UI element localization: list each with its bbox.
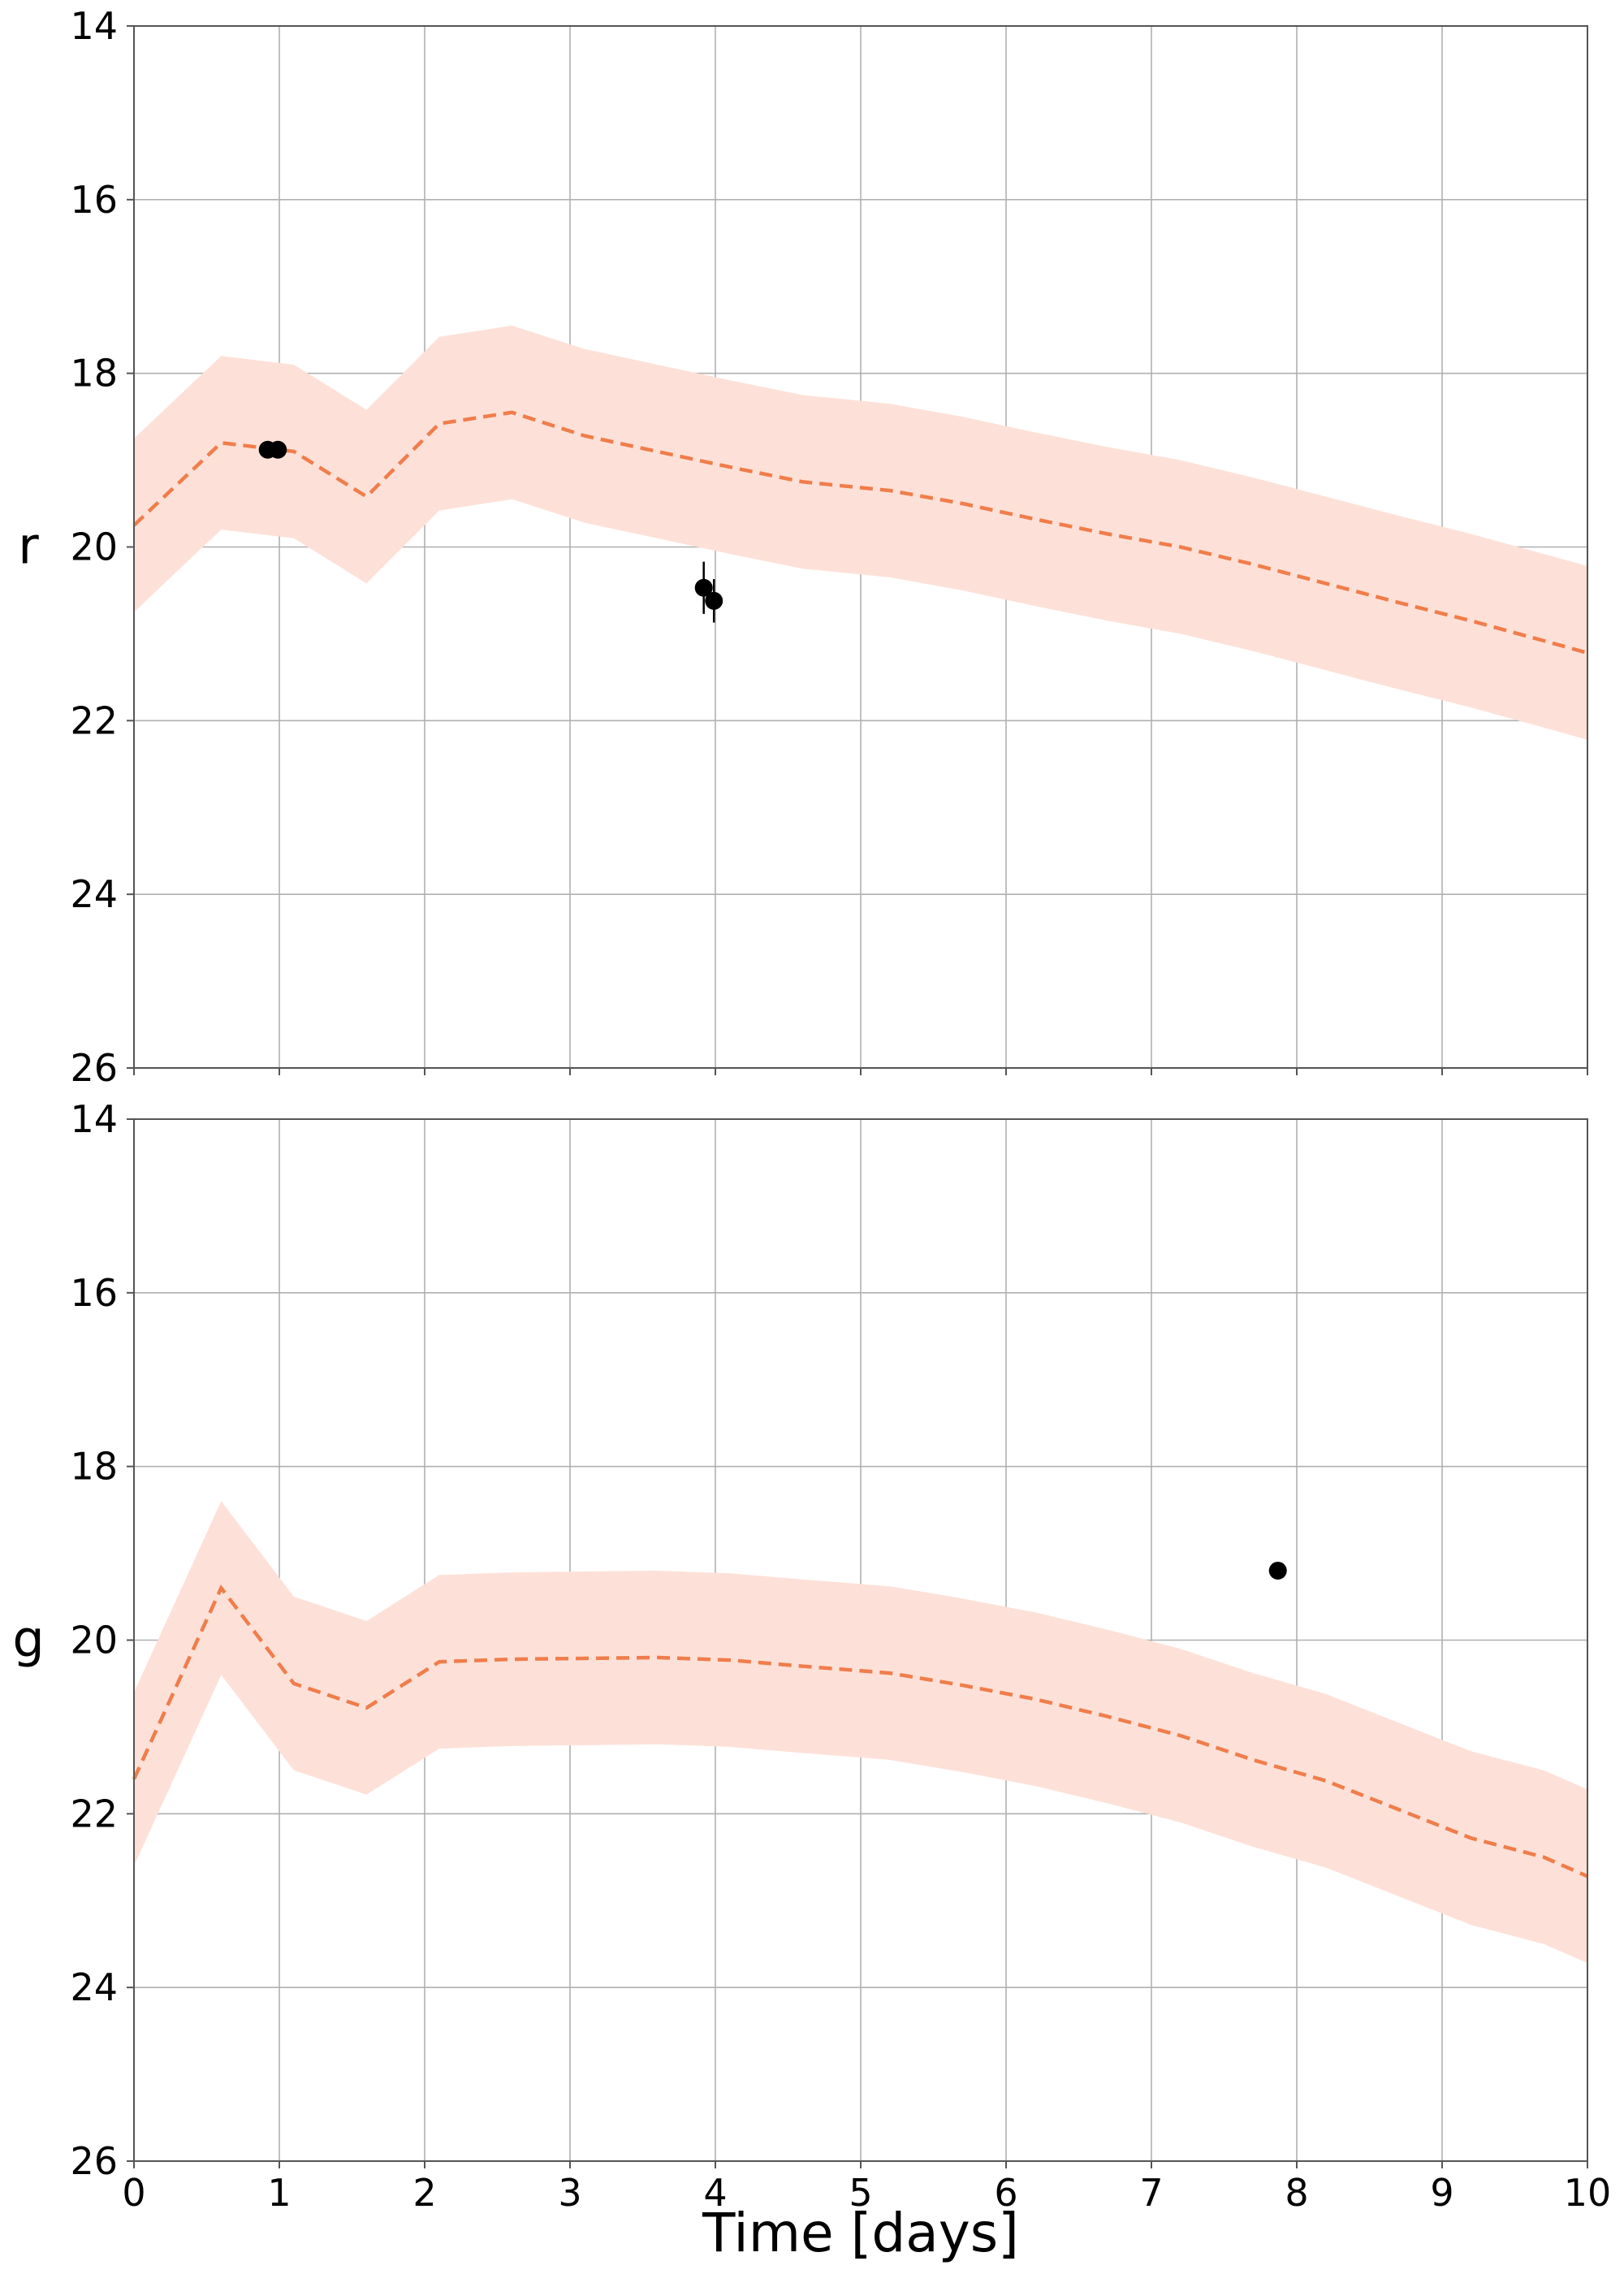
x-tick-label: 7 [1139, 2171, 1163, 2215]
y-axis-title: g [12, 1610, 44, 1669]
y-tick-label: 26 [70, 2139, 118, 2183]
x-tick-label: 6 [994, 2171, 1017, 2215]
y-tick-label: 20 [70, 525, 118, 569]
y-tick-label: 18 [70, 352, 118, 396]
data-point [269, 440, 287, 459]
x-tick-label: 0 [122, 2171, 145, 2215]
y-tick-label: 24 [70, 872, 118, 916]
x-tick-label: 2 [412, 2171, 436, 2215]
r-band-panel: 14 16 18 20 22 24 26 r [18, 4, 1588, 1090]
y-tick-label: 24 [70, 1965, 118, 2009]
y-tick-label: 16 [70, 1271, 118, 1315]
x-tick-label: 3 [558, 2171, 581, 2215]
g-band-panel: 14 16 18 20 22 24 260 1 2 3 4 5 6 7 8 9 10 g [12, 1097, 1611, 2215]
y-tick-label: 14 [70, 1097, 118, 1141]
x-tick-label: 4 [703, 2171, 727, 2215]
y-tick-label: 22 [70, 1792, 118, 1835]
x-tick-label: 5 [849, 2171, 872, 2215]
data-point [694, 578, 713, 597]
y-tick-label: 18 [70, 1445, 118, 1489]
y-tick-label: 16 [70, 178, 118, 222]
y-tick-label: 26 [70, 1046, 118, 1090]
model-uncertainty-band [134, 1501, 1587, 1964]
x-tick-label: 1 [267, 2171, 291, 2215]
x-tick-label: 9 [1430, 2171, 1453, 2215]
x-axis-title: Time [days] [702, 2202, 1019, 2264]
x-tick-label: 8 [1285, 2171, 1308, 2215]
data-point [705, 591, 723, 610]
x-tick-label: 10 [1564, 2171, 1612, 2215]
data-point [1268, 1561, 1287, 1580]
model-uncertainty-band [134, 325, 1587, 740]
y-tick-label: 14 [70, 4, 118, 48]
model-line [132, 410, 1588, 655]
y-axis-title: r [18, 517, 39, 576]
y-tick-label: 20 [70, 1619, 118, 1662]
y-tick-label: 22 [70, 698, 118, 742]
model-line [132, 1584, 1588, 1878]
